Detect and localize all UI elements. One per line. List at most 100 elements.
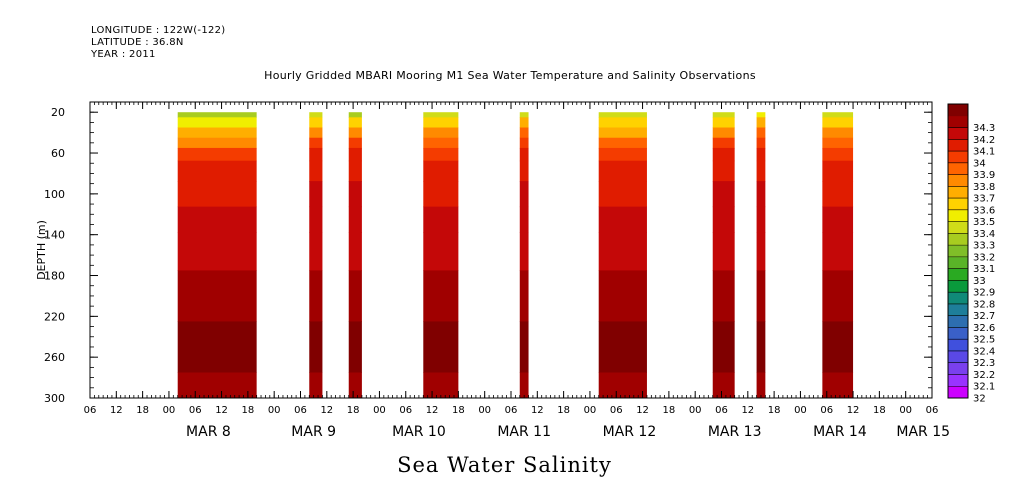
y-tick-label: 220 bbox=[44, 310, 65, 323]
salinity-band bbox=[177, 127, 257, 139]
salinity-band bbox=[309, 160, 323, 182]
salinity-band bbox=[519, 321, 529, 373]
salinity-band bbox=[423, 147, 459, 162]
colorbar-swatch bbox=[948, 339, 968, 352]
x-date-label: MAR 13 bbox=[708, 424, 762, 440]
salinity-band bbox=[348, 232, 362, 271]
colorbar-label: 33.6 bbox=[973, 205, 995, 216]
longitude-label: LONGITUDE : 122W(-122) bbox=[91, 25, 226, 36]
colorbar-label: 32.3 bbox=[973, 358, 995, 369]
colorbar-label: 33.5 bbox=[973, 217, 995, 228]
colorbar-swatch bbox=[948, 127, 968, 140]
x-hour-tick-label: 18 bbox=[768, 405, 781, 416]
colorbar-swatch bbox=[948, 139, 968, 152]
salinity-band bbox=[519, 206, 529, 233]
salinity-band bbox=[712, 112, 735, 118]
salinity-band bbox=[519, 372, 529, 399]
salinity-band bbox=[756, 372, 766, 399]
x-hour-tick-label: 06 bbox=[294, 405, 307, 416]
colorbar-swatch bbox=[948, 151, 968, 164]
x-date-label: MAR 9 bbox=[291, 424, 336, 440]
salinity-band bbox=[348, 127, 362, 139]
salinity-band bbox=[712, 137, 735, 149]
x-hour-tick-label: 18 bbox=[557, 405, 570, 416]
salinity-band bbox=[348, 112, 362, 118]
salinity-band bbox=[598, 137, 647, 149]
salinity-band bbox=[423, 127, 459, 139]
salinity-band bbox=[822, 232, 854, 271]
salinity-band bbox=[348, 181, 362, 208]
colorbar-label: 33.2 bbox=[973, 252, 995, 263]
salinity-contour-chart: 06 12 18 00 06 12 18 00 06 12 18 00 06 12 18 00 06 12 18 00… bbox=[35, 101, 995, 440]
salinity-band bbox=[712, 270, 735, 322]
colorbar-swatch bbox=[948, 233, 968, 246]
colorbar-swatch bbox=[948, 162, 968, 175]
colorbar-label: 32.6 bbox=[973, 323, 995, 334]
salinity-band bbox=[519, 137, 529, 149]
y-tick-label: 300 bbox=[44, 392, 65, 405]
x-hour-tick-label: 06 bbox=[820, 405, 833, 416]
salinity-band bbox=[309, 147, 323, 162]
salinity-band bbox=[423, 112, 459, 118]
salinity-band bbox=[423, 270, 459, 322]
colorbar-swatch bbox=[948, 209, 968, 222]
salinity-band bbox=[756, 321, 766, 373]
salinity-band bbox=[598, 112, 647, 118]
x-hour-tick-label: 00 bbox=[373, 405, 386, 416]
salinity-band bbox=[348, 321, 362, 373]
x-hour-tick-label: 00 bbox=[899, 405, 912, 416]
salinity-band bbox=[519, 232, 529, 271]
x-hour-tick-label: 06 bbox=[715, 405, 728, 416]
colorbar-label: 32 bbox=[973, 394, 986, 405]
salinity-band bbox=[177, 372, 257, 399]
salinity-band bbox=[519, 147, 529, 162]
x-hour-tick-label: 18 bbox=[347, 405, 360, 416]
x-date-label: MAR 11 bbox=[497, 424, 551, 440]
salinity-band bbox=[598, 127, 647, 139]
salinity-band bbox=[348, 137, 362, 149]
salinity-band bbox=[348, 270, 362, 322]
colorbar-swatch bbox=[948, 174, 968, 187]
colorbar-swatch bbox=[948, 350, 968, 364]
colorbar-label: 34.2 bbox=[973, 135, 995, 146]
colorbar-label: 33.7 bbox=[973, 194, 995, 205]
salinity-band bbox=[598, 181, 647, 208]
salinity-band bbox=[309, 112, 323, 118]
x-date-label: MAR 10 bbox=[392, 424, 446, 440]
salinity-band bbox=[598, 232, 647, 271]
salinity-band bbox=[309, 270, 323, 322]
salinity-band bbox=[423, 117, 459, 129]
salinity-band bbox=[519, 127, 529, 139]
salinity-band bbox=[822, 117, 854, 129]
salinity-band bbox=[822, 206, 854, 233]
colorbar-label: 34 bbox=[973, 158, 986, 169]
x-hour-tick-label: 06 bbox=[84, 405, 97, 416]
salinity-band bbox=[756, 160, 766, 182]
salinity-band bbox=[756, 181, 766, 208]
colorbar-swatch bbox=[948, 198, 968, 211]
year-label: YEAR : 2011 bbox=[91, 49, 156, 60]
salinity-band bbox=[309, 372, 323, 399]
colorbar-swatch bbox=[948, 362, 968, 375]
x-date-label: MAR 12 bbox=[603, 424, 657, 440]
salinity-band bbox=[756, 147, 766, 162]
salinity-band bbox=[756, 127, 766, 139]
x-hour-tick-label: 06 bbox=[505, 405, 518, 416]
colorbar-label: 32.1 bbox=[973, 382, 995, 393]
x-hour-tick-label: 00 bbox=[478, 405, 491, 416]
x-hour-tick-label: 06 bbox=[399, 405, 412, 416]
x-date-label: MAR 14 bbox=[813, 424, 867, 440]
colorbar-swatch bbox=[948, 327, 968, 340]
chart-title: Hourly Gridded MBARI Mooring M1 Sea Wate… bbox=[264, 69, 756, 82]
salinity-band bbox=[177, 321, 257, 373]
y-tick-label: 100 bbox=[44, 188, 65, 201]
x-hour-tick-label: 00 bbox=[268, 405, 281, 416]
salinity-band bbox=[822, 372, 854, 399]
salinity-band bbox=[822, 181, 854, 208]
salinity-band bbox=[598, 117, 647, 129]
x-hour-tick-label: 00 bbox=[584, 405, 597, 416]
y-tick-label: 180 bbox=[44, 270, 65, 283]
salinity-band bbox=[309, 206, 323, 233]
salinity-band bbox=[423, 160, 459, 182]
salinity-band bbox=[756, 270, 766, 322]
